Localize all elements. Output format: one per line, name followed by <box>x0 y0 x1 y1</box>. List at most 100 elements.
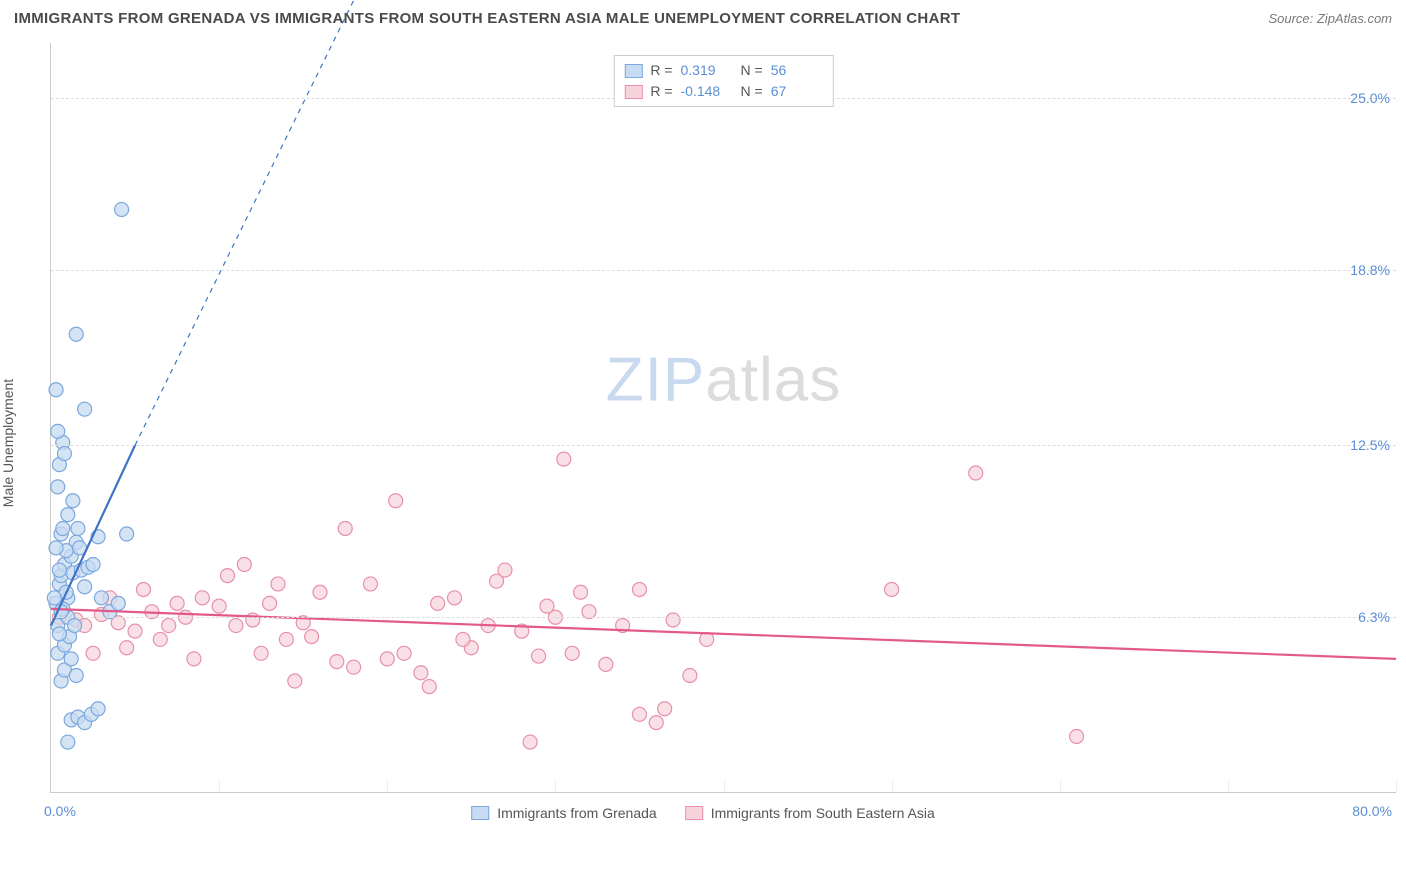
data-point <box>47 591 61 605</box>
data-point <box>52 563 66 577</box>
data-point <box>86 558 100 572</box>
data-point <box>52 627 66 641</box>
data-point <box>574 585 588 599</box>
data-point <box>128 624 142 638</box>
correlation-legend: R = 0.319 N = 56 R = -0.148 N = 67 <box>613 55 833 107</box>
data-point <box>338 521 352 535</box>
data-point <box>523 735 537 749</box>
data-point <box>1070 730 1084 744</box>
r-label: R = <box>650 60 672 81</box>
data-point <box>389 494 403 508</box>
plot-area: ZIPatlas R = 0.319 N = 56 R = -0.148 N =… <box>50 43 1396 793</box>
ytick-label: 6.3% <box>1358 609 1390 625</box>
chart-title: IMMIGRANTS FROM GRENADA VS IMMIGRANTS FR… <box>14 10 960 27</box>
data-point <box>212 599 226 613</box>
data-point <box>422 680 436 694</box>
data-point <box>254 646 268 660</box>
data-point <box>666 613 680 627</box>
ytick-label: 25.0% <box>1350 90 1390 106</box>
data-point <box>263 596 277 610</box>
data-point <box>363 577 377 591</box>
gridline-v <box>555 780 556 792</box>
data-point <box>431 596 445 610</box>
data-point <box>632 707 646 721</box>
data-point <box>66 494 80 508</box>
legend-label: Immigrants from South Eastern Asia <box>711 805 935 821</box>
gridline-v <box>387 780 388 792</box>
data-point <box>94 591 108 605</box>
data-point <box>91 702 105 716</box>
data-point <box>532 649 546 663</box>
data-point <box>330 655 344 669</box>
data-point <box>599 657 613 671</box>
data-point <box>56 521 70 535</box>
data-point <box>221 569 235 583</box>
data-point <box>49 383 63 397</box>
data-point <box>195 591 209 605</box>
gridline-v <box>1060 780 1061 792</box>
legend-item-sea: Immigrants from South Eastern Asia <box>685 805 935 821</box>
data-point <box>658 702 672 716</box>
data-point <box>64 652 78 666</box>
data-point <box>115 202 129 216</box>
data-point <box>120 527 134 541</box>
data-point <box>969 466 983 480</box>
gridline-v <box>724 780 725 792</box>
legend-swatch-pink <box>624 85 642 99</box>
data-point <box>246 613 260 627</box>
plot-svg <box>51 43 1396 792</box>
data-point <box>397 646 411 660</box>
x-origin-label: 0.0% <box>44 803 76 819</box>
data-point <box>57 447 71 461</box>
legend-swatch <box>685 806 703 820</box>
gridline-v <box>1228 780 1229 792</box>
data-point <box>885 582 899 596</box>
trend-line <box>135 0 387 445</box>
data-point <box>557 452 571 466</box>
data-point <box>271 577 285 591</box>
correlation-row-2: R = -0.148 N = 67 <box>624 81 822 102</box>
series-legend: Immigrants from Grenada Immigrants from … <box>471 805 935 821</box>
data-point <box>78 580 92 594</box>
legend-item-grenada: Immigrants from Grenada <box>471 805 657 821</box>
data-point <box>288 674 302 688</box>
gridline-h <box>51 445 1396 446</box>
legend-label: Immigrants from Grenada <box>497 805 657 821</box>
data-point <box>540 599 554 613</box>
data-point <box>68 619 82 633</box>
data-point <box>69 668 83 682</box>
chart-header: IMMIGRANTS FROM GRENADA VS IMMIGRANTS FR… <box>0 0 1406 33</box>
data-point <box>49 541 63 555</box>
data-point <box>305 630 319 644</box>
data-point <box>51 424 65 438</box>
data-point <box>71 521 85 535</box>
x-end-label: 80.0% <box>1352 803 1392 819</box>
data-point <box>490 574 504 588</box>
data-point <box>162 619 176 633</box>
data-point <box>456 632 470 646</box>
gridline-h <box>51 617 1396 618</box>
n-label: N = <box>741 81 763 102</box>
data-point <box>61 508 75 522</box>
data-point <box>279 632 293 646</box>
data-point <box>683 668 697 682</box>
data-point <box>229 619 243 633</box>
n-value-2: 67 <box>771 81 823 102</box>
r-value-1: 0.319 <box>681 60 733 81</box>
data-point <box>153 632 167 646</box>
source-label: Source: ZipAtlas.com <box>1268 11 1392 26</box>
data-point <box>347 660 361 674</box>
correlation-row-1: R = 0.319 N = 56 <box>624 60 822 81</box>
data-point <box>565 646 579 660</box>
data-point <box>380 652 394 666</box>
n-label: N = <box>741 60 763 81</box>
data-point <box>448 591 462 605</box>
data-point <box>120 641 134 655</box>
data-point <box>136 582 150 596</box>
data-point <box>237 558 251 572</box>
data-point <box>69 327 83 341</box>
chart-container: Male Unemployment ZIPatlas R = 0.319 N =… <box>0 33 1406 853</box>
gridline-v <box>1396 780 1397 792</box>
data-point <box>78 402 92 416</box>
r-label: R = <box>650 81 672 102</box>
